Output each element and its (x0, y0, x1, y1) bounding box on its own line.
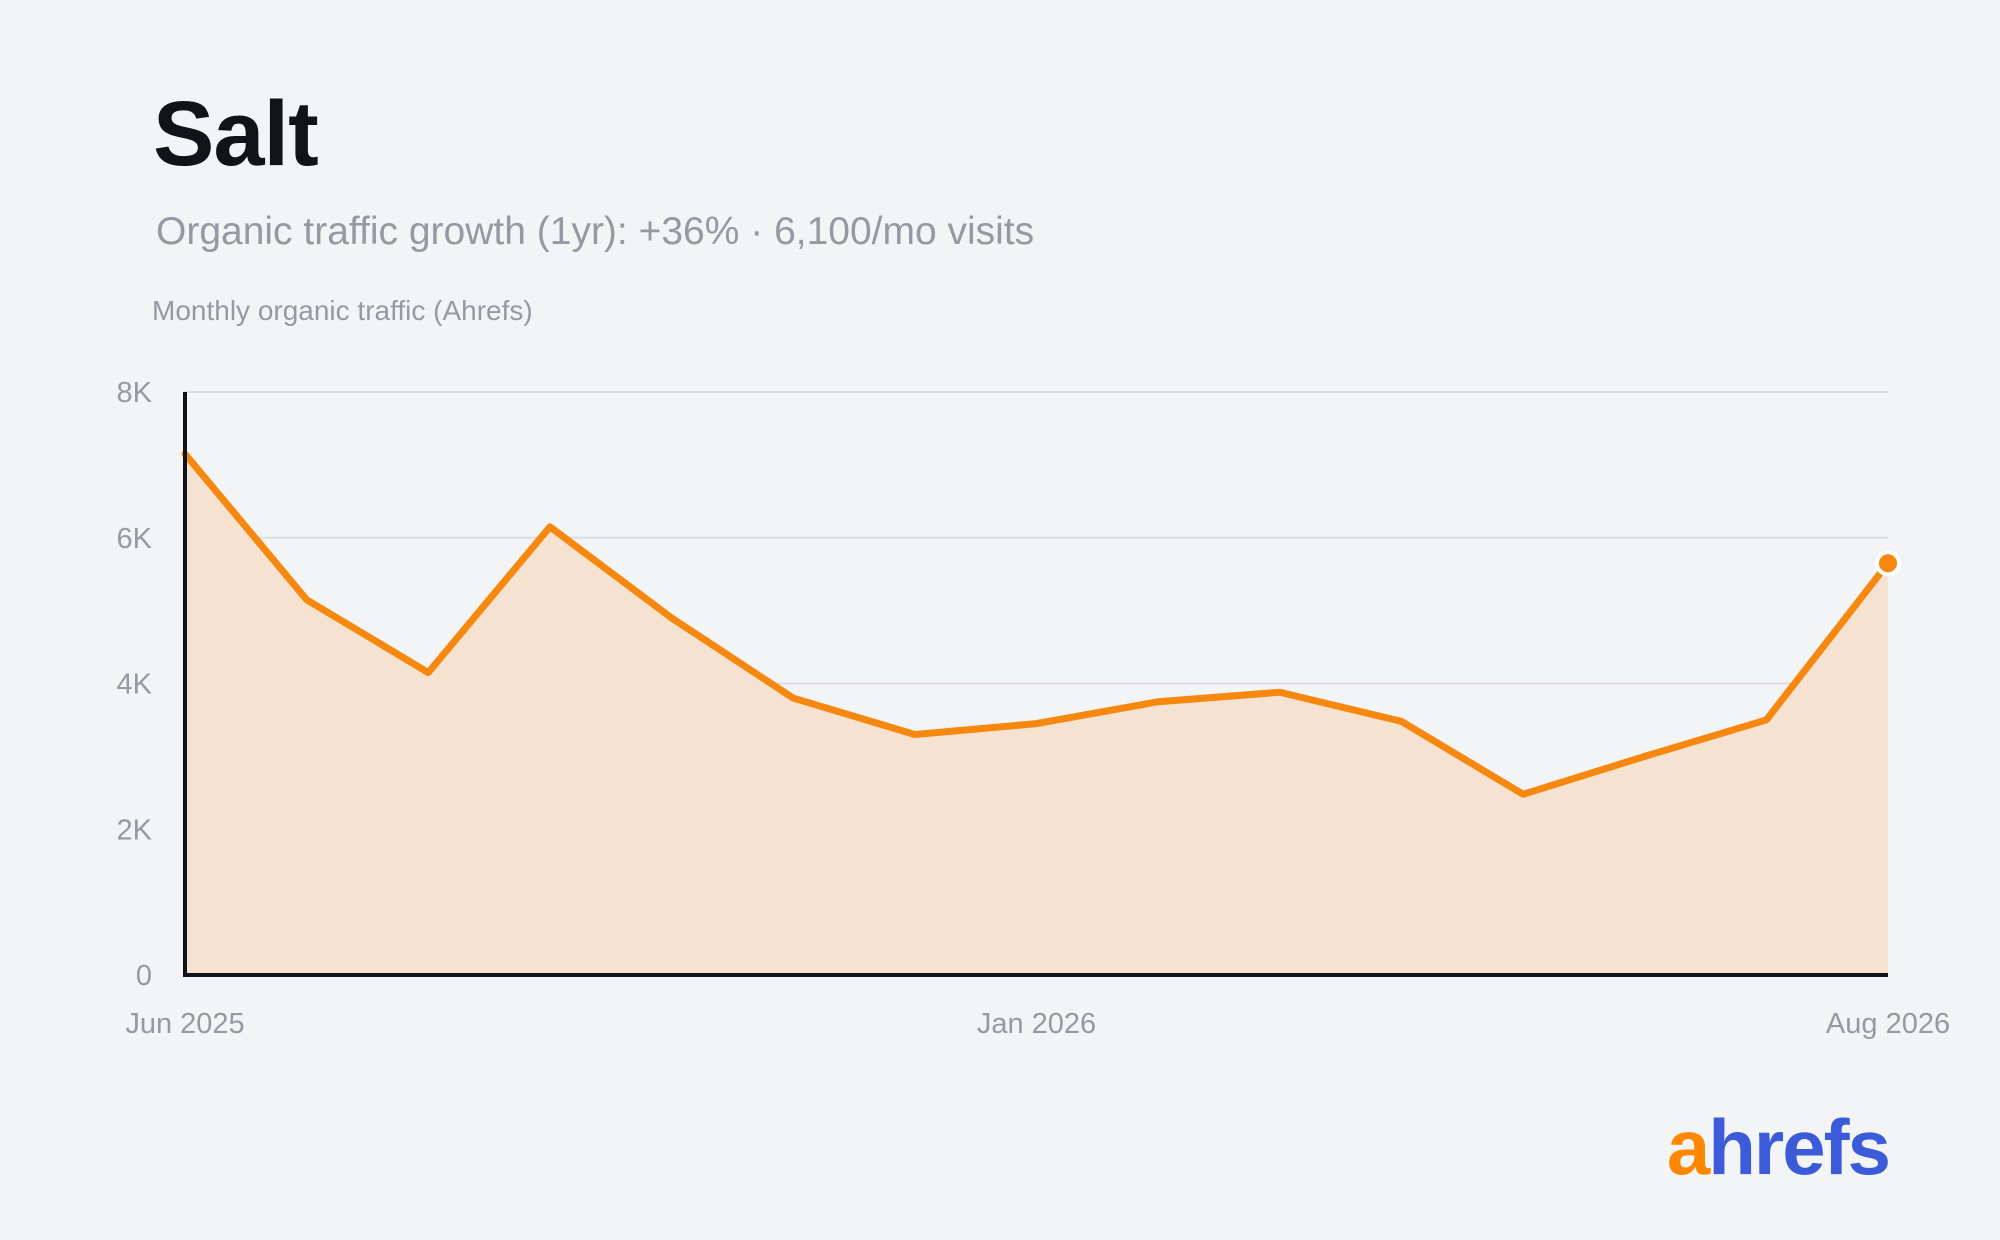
ahrefs-logo: ahrefs (1667, 1108, 1891, 1186)
x-tick-label: Jan 2026 (977, 1008, 1096, 1040)
chart-caption: Monthly organic traffic (Ahrefs) (152, 295, 533, 326)
series-line (181, 450, 1892, 798)
logo-letters-rest: hrefs (1708, 1103, 1891, 1191)
chart-subtitle: Organic traffic growth (1yr): +36% · 6,1… (156, 210, 1035, 253)
last-data-point (1875, 550, 1901, 577)
area-fill (185, 453, 1888, 976)
y-tick-label: 0 (136, 960, 152, 992)
y-tick-label: 2K (117, 814, 153, 846)
chart-title: Salt (153, 83, 319, 185)
y-tick-label: 8K (117, 377, 153, 409)
y-tick-label: 4K (117, 669, 153, 701)
y-tick-label: 6K (117, 523, 153, 555)
logo-letter-a: a (1666, 1103, 1710, 1191)
x-tick-label: Jun 2025 (125, 1008, 244, 1040)
x-tick-label: Aug 2026 (1826, 1008, 1950, 1040)
